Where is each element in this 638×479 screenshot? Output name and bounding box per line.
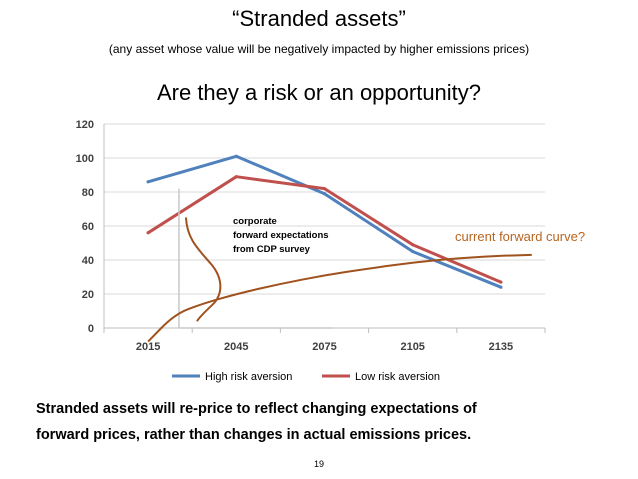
cdp-annotation-line-3: from CDP survey xyxy=(233,244,311,255)
x-tick-label: 2135 xyxy=(489,341,513,353)
data-point xyxy=(411,243,415,247)
cdp-annotation-line-1: corporate xyxy=(233,216,277,227)
y-tick-label: 60 xyxy=(82,221,94,233)
conclusion-text: Stranded assets will re-price to reflect… xyxy=(36,396,626,448)
forward-curve-label: current forward curve? xyxy=(455,229,585,244)
slide-question: Are they a risk or an opportunity? xyxy=(156,80,482,105)
conclusion-line-1: Stranded assets will re-price to reflect… xyxy=(36,401,477,417)
slide-subtitle: (any asset whose value will be negativel… xyxy=(108,42,530,56)
x-tick-label: 2015 xyxy=(136,341,160,353)
y-tick-label: 40 xyxy=(82,255,94,267)
data-point xyxy=(234,154,238,158)
data-point xyxy=(234,175,238,179)
forward-curve-line xyxy=(147,253,532,343)
data-point xyxy=(322,192,327,196)
legend-low-risk-label: Low risk aversion xyxy=(355,371,440,383)
y-tick-label: 0 xyxy=(88,323,94,335)
cdp-annotation-line-2: forward expectations xyxy=(233,230,329,241)
y-tick-label: 100 xyxy=(76,153,94,165)
x-tick-label: 2105 xyxy=(400,341,424,353)
data-point xyxy=(146,231,150,235)
x-tick-label: 2045 xyxy=(224,341,248,353)
conclusion-line-2: forward prices, rather than changes in a… xyxy=(36,427,472,443)
data-point xyxy=(322,187,327,191)
y-tick-label: 20 xyxy=(82,289,94,301)
x-tick-label: 2075 xyxy=(312,341,336,353)
y-tick-label: 80 xyxy=(82,187,94,199)
data-point xyxy=(146,180,150,184)
data-point xyxy=(411,249,415,254)
series-high-risk-line xyxy=(147,154,502,289)
slide-title: “Stranded assets” xyxy=(232,6,406,31)
page-number: 19 xyxy=(313,459,324,469)
legend-high-risk-label: High risk aversion xyxy=(205,371,292,383)
cdp-distribution-curve xyxy=(184,217,222,322)
data-point xyxy=(499,285,503,289)
y-tick-label: 120 xyxy=(76,119,94,131)
data-point xyxy=(499,280,503,284)
